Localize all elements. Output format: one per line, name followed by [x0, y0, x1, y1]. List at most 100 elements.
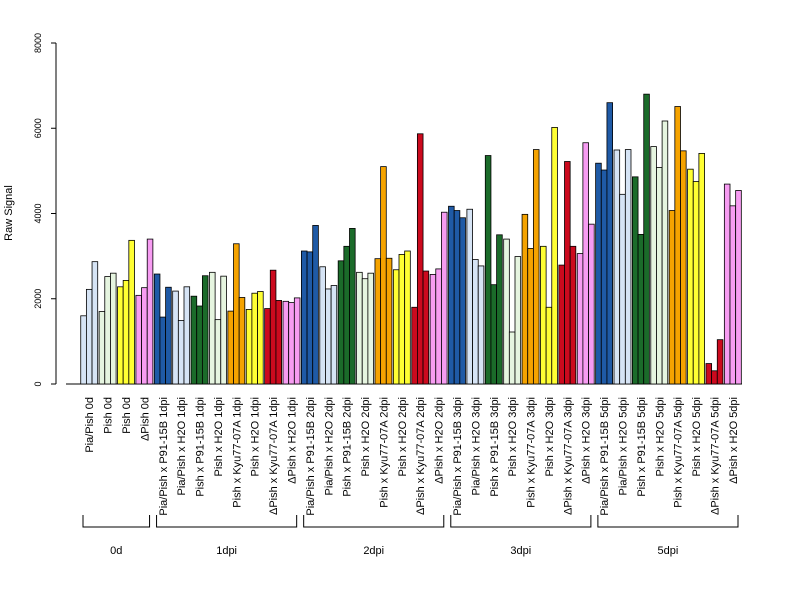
group-label: 5dpi: [658, 545, 679, 557]
bar: [521, 213, 529, 385]
category-label: Pish x P91-15B 1dpi: [195, 397, 207, 497]
bar: [735, 190, 742, 385]
bar: [576, 253, 584, 385]
bar: [613, 149, 621, 385]
bar: [214, 319, 222, 385]
bar: [687, 168, 694, 385]
category-label: Pish x H2O 3dpi: [507, 397, 519, 476]
bar: [319, 266, 326, 385]
bar: [325, 288, 332, 385]
bar: [441, 211, 448, 385]
category-label: ΔPish x H2O 1dpi: [287, 397, 299, 484]
bar: [135, 294, 142, 385]
bars: [80, 93, 742, 385]
bar: [110, 272, 117, 385]
bar: [233, 243, 240, 385]
bar: [238, 297, 246, 385]
bar: [269, 269, 277, 385]
bar: [477, 265, 485, 385]
category-label: Pia/Pish x P91-15B 5dpi: [599, 397, 611, 516]
bar: [349, 228, 356, 385]
bar: [503, 238, 510, 385]
bar: [209, 271, 216, 385]
bar: [527, 248, 534, 385]
bar: [508, 331, 516, 385]
category-label: Pish x P91-15B 3dpi: [489, 397, 501, 497]
bar: [385, 257, 393, 385]
category-label: Pish x Kyu77-07A 5dpi: [673, 397, 685, 508]
bar: [91, 261, 99, 385]
bar: [569, 245, 577, 385]
category-label: Pia/Pish x P91-15B 2dpi: [305, 397, 317, 516]
category-label: Pish x H2O 5dpi: [691, 397, 703, 476]
group-bracket: 3dpi: [450, 515, 592, 557]
category-labels: Pia/Pish 0d Pish 0d Pish 0d ΔPish 0d Pia/Pis…: [84, 397, 740, 516]
bar: [705, 363, 713, 385]
bar: [514, 256, 522, 385]
group-label: 3dpi: [510, 545, 531, 557]
bar: [606, 102, 614, 385]
bar: [183, 286, 191, 385]
group-bracket: 1dpi: [156, 515, 298, 557]
category-label: Pia/Pish x H2O 5dpi: [618, 397, 630, 495]
category-label: Pia/Pish 0d: [84, 397, 96, 453]
bar: [300, 250, 308, 385]
group-bracket: 0d: [82, 515, 151, 557]
bar: [545, 306, 553, 385]
bar: [711, 370, 718, 385]
category-label: ΔPish x H2O 3dpi: [581, 397, 593, 484]
bar: [698, 152, 705, 385]
bar: [588, 223, 595, 385]
bar: [582, 142, 589, 385]
y-tick-label: 6000: [33, 118, 43, 138]
bracket-line: [82, 515, 151, 528]
bar: [165, 286, 172, 385]
bar: [404, 250, 411, 385]
bar: [692, 181, 700, 385]
bar: [716, 339, 724, 385]
group-bracket: 2dpi: [303, 515, 445, 557]
category-label: Pish x P91-15B 2dpi: [342, 397, 354, 497]
bar: [196, 305, 203, 385]
bar: [177, 320, 185, 385]
group-brackets: 0d 1dpi 2dpi 3dpi 5dpi: [82, 515, 739, 557]
category-label: Pish x Kyu77-07A 2dpi: [378, 397, 390, 508]
category-label: Pia/Pish x H2O 2dpi: [323, 397, 335, 495]
bar: [619, 193, 626, 385]
category-label: ΔPish 0d: [139, 397, 151, 441]
bar: [227, 310, 234, 385]
bar: [398, 254, 406, 385]
bar: [220, 275, 227, 385]
bar: [159, 316, 167, 385]
bar: [540, 245, 547, 385]
bar: [656, 167, 663, 385]
bar: [141, 287, 148, 385]
category-label: Pish x H2O 3dpi: [544, 397, 556, 476]
bar: [85, 288, 93, 385]
bar: [146, 238, 154, 385]
bar: [595, 162, 602, 385]
bar: [264, 308, 271, 385]
group-label: 0d: [110, 545, 122, 557]
bar: [245, 309, 253, 385]
bracket-line: [597, 515, 739, 528]
category-label: Pish 0d: [121, 397, 133, 434]
bracket-line: [156, 515, 298, 528]
category-label: ΔPish x Kyu77-07A 3dpi: [562, 397, 574, 515]
bar: [282, 300, 290, 385]
y-axis-label: Raw Signal: [3, 185, 15, 241]
category-label: Pia/Pish x P91-15B 1dpi: [158, 397, 170, 516]
bar: [729, 205, 737, 385]
bar: [459, 217, 466, 385]
category-label: Pish x H2O 2dpi: [397, 397, 409, 476]
category-label: Pish x H2O 2dpi: [360, 397, 372, 476]
category-label: ΔPish x Kyu77-07A 1dpi: [268, 397, 280, 515]
bar: [172, 290, 179, 385]
bar: [153, 273, 161, 385]
bar: [551, 127, 558, 385]
category-label: Pia/Pish x P91-15B 3dpi: [452, 397, 464, 516]
bar: [122, 280, 130, 385]
bar: [411, 306, 418, 385]
bar: [472, 259, 479, 385]
